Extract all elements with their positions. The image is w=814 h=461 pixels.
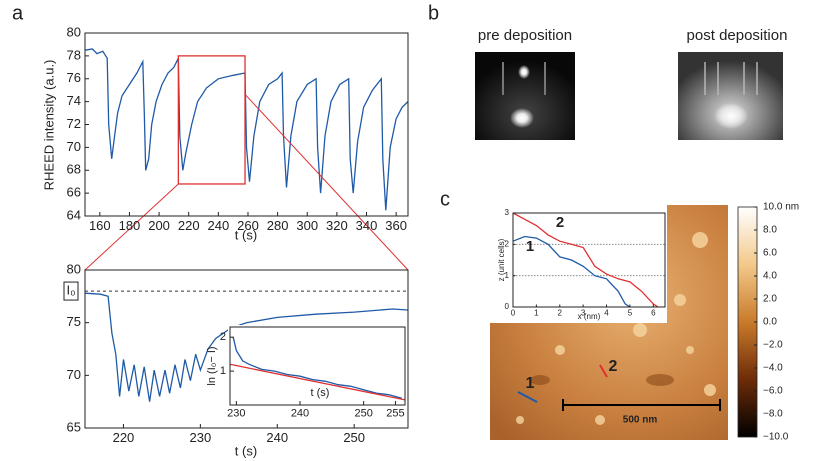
y-axis-label: RHEED intensity (a.u.) [41,60,56,191]
y-tick-label: 64 [67,207,81,222]
y-tick-label: 80 [67,24,81,39]
scale-bar-label: 500 nm [623,415,658,426]
inset-background [483,205,667,323]
x-tick-label: 4 [604,309,609,318]
y-tick-label: 72 [67,116,81,131]
x-tick-label: 240 [266,430,288,445]
colorbar-tick-label: 2.0 [763,294,777,305]
y-axis-label: z (unit cells) [497,238,506,281]
rheed-title: post deposition [687,27,788,44]
reference-label-box [63,281,79,301]
colorbar-tick-label: 10.0 nm [763,202,799,213]
x-tick-label: 200 [148,218,170,233]
series-line [232,337,402,399]
y-tick-label: 66 [67,185,81,200]
line-label: 2 [609,358,618,375]
y-tick-label: 80 [67,261,81,276]
series-line [512,235,631,308]
x-tick-label: 300 [296,218,318,233]
x-axis-label: t (s) [311,387,330,399]
x-tick-label: 6 [651,309,656,318]
x-tick-label: 360 [385,218,407,233]
y-axis-label: ln (I₀− I) [206,346,218,385]
x-tick-label: 255 [386,408,404,420]
rheed-post-image [678,52,783,140]
series-line [229,363,406,401]
panel-letter: c [440,188,450,210]
x-tick-label: 340 [356,218,378,233]
colorbar-tick-label: 8.0 [763,225,777,236]
panel-letter: a [12,2,24,24]
series-line [84,48,409,211]
axes-frame [512,212,666,308]
x-tick-label: 180 [119,218,141,233]
reference-label: I₀ [66,283,75,298]
y-tick-label: 2 [220,331,226,343]
colorbar-tick-label: −2.0 [763,340,783,351]
series-label: 1 [526,238,534,255]
rheed-pre-image [475,52,575,140]
zoom-line [84,183,179,271]
y-tick-label: 1 [505,271,510,280]
y-tick-label: 70 [67,367,81,382]
x-tick-label: 320 [326,218,348,233]
y-tick-label: 68 [67,162,81,177]
colorbar-tick-label: 6.0 [763,248,777,259]
x-tick-label: 0 [511,309,516,318]
colorbar-tick-label: 0.0 [763,317,777,328]
axes-frame [84,269,409,429]
x-axis-label: x (nm) [578,312,601,321]
x-tick-label: 1 [534,309,539,318]
x-tick-label: 260 [237,218,259,233]
colorbar-tick-label: −4.0 [763,363,783,374]
panel-letter: b [428,2,439,24]
y-tick-label: 70 [67,139,81,154]
x-tick-label: 250 [343,430,365,445]
x-tick-label: 220 [178,218,200,233]
series-label: 2 [556,214,564,231]
y-tick-label: 75 [67,314,81,329]
y-tick-label: 3 [505,208,510,217]
y-tick-label: 1 [220,365,226,377]
x-axis-label: t (s) [235,443,257,458]
series-line [512,212,659,308]
rheed-title: pre deposition [478,27,572,44]
colorbar-tick-label: −8.0 [763,409,783,420]
zoom-line [244,93,409,271]
x-tick-label: 3 [581,309,586,318]
zoom-box [177,55,246,185]
y-tick-label: 65 [67,419,81,434]
colorbar-tick-label: 4.0 [763,271,777,282]
x-tick-label: 160 [89,218,111,233]
x-tick-label: 280 [267,218,289,233]
y-tick-label: 76 [67,70,81,85]
y-tick-label: 2 [505,239,510,248]
x-tick-label: 2 [558,309,563,318]
x-tick-label: 240 [207,218,229,233]
x-tick-label: 230 [190,430,212,445]
x-axis-label: t (s) [235,227,257,242]
axes-frame [229,326,406,406]
x-tick-label: 250 [354,408,372,420]
series-line [84,292,409,402]
x-tick-label: 240 [291,408,309,420]
charts: 160 180 200 220 240 260 280 300 320 340 3606466687… [41,24,799,458]
y-tick-label: 74 [67,93,81,108]
x-tick-label: 220 [113,430,135,445]
line-label: 1 [526,375,535,392]
colorbar-tick-label: −6.0 [763,386,783,397]
x-tick-label: 5 [628,309,633,318]
x-tick-label: 230 [227,408,245,420]
colorbar-tick-label: −10.0 [763,432,789,443]
y-tick-label: 78 [67,47,81,62]
y-tick-label: 0 [505,302,510,311]
